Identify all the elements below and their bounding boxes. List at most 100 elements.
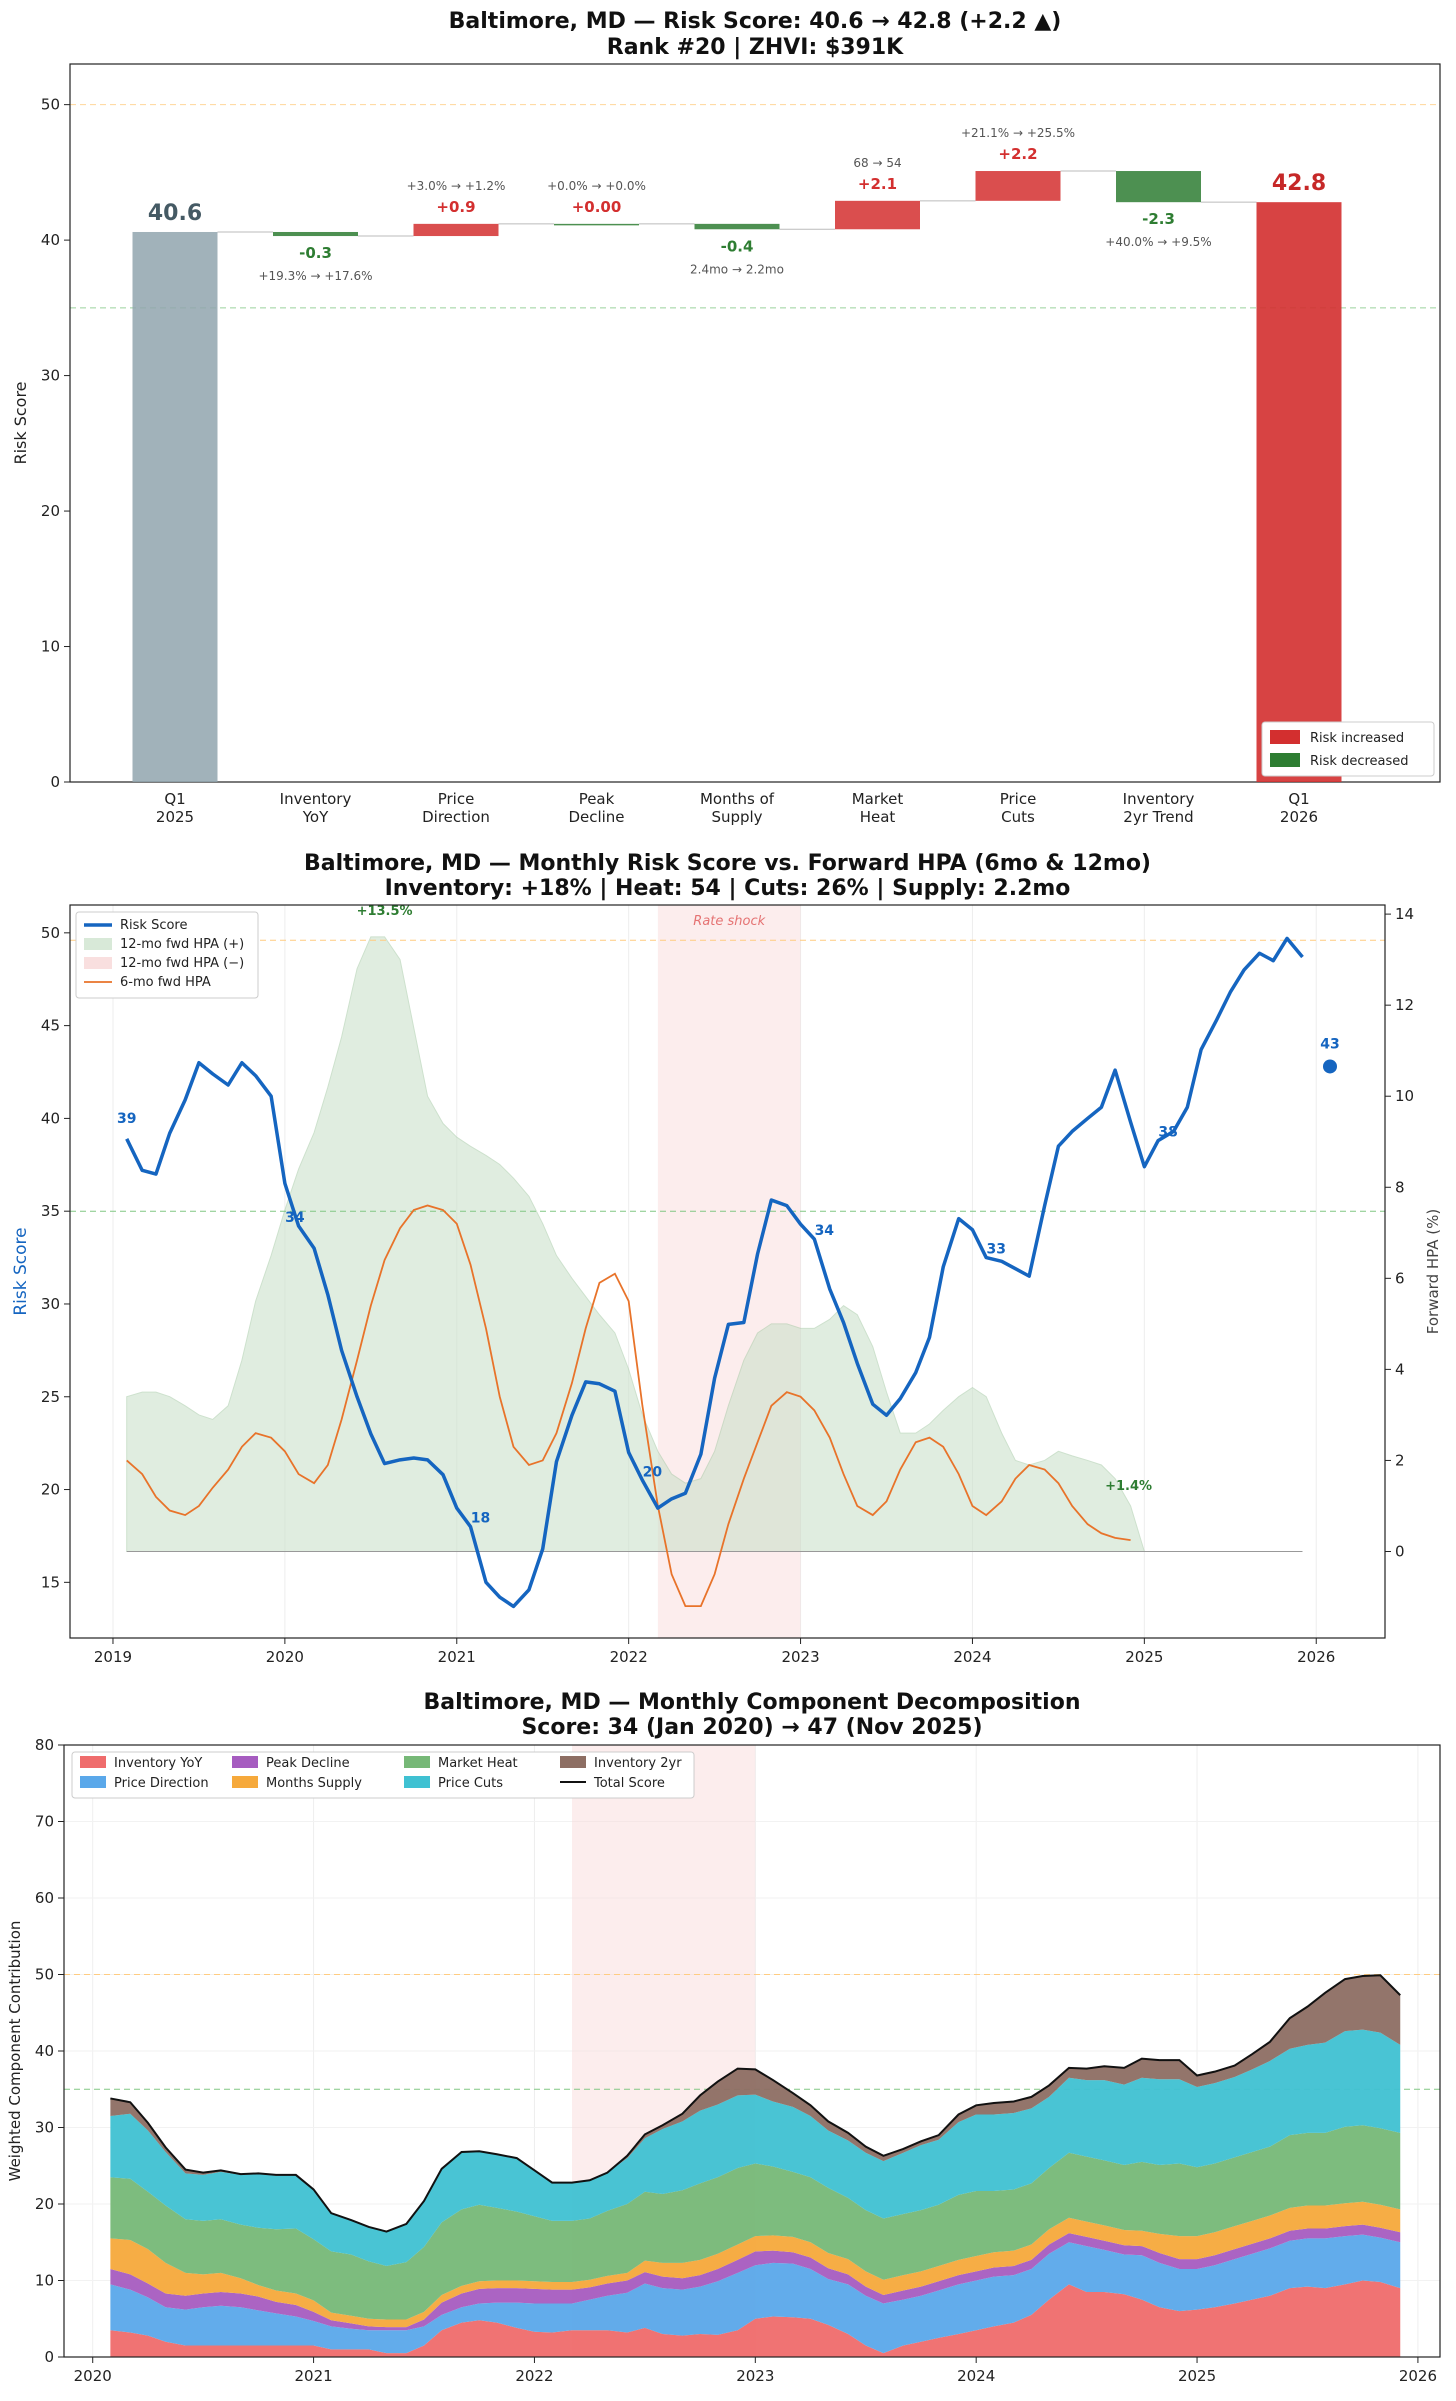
legend-box [1261,721,1435,777]
x-tick-label: 2020 [266,1648,304,1666]
legend: Inventory YoY Price Direction Peak Decline… [71,1751,695,1799]
legend-label: 6-mo fwd HPA [120,975,211,990]
legend-label: 12-mo fwd HPA (−) [120,956,244,971]
x-tick-label: Months of [700,790,775,808]
legend-swatch [404,1756,430,1768]
legend-swatch-hpa12-neg [84,957,112,969]
waterfall-bar [975,171,1061,201]
component-area-price-direction [110,2234,1401,2354]
legend-label: 12-mo fwd HPA (+) [120,937,244,952]
component-area-months-supply [110,2201,1401,2328]
y2-tick-label: 2 [1395,1451,1405,1469]
x-tick-label: 2023 [736,2367,774,2385]
y-tick-label: 30 [35,2119,54,2137]
y-tick-label: 35 [41,1202,60,1220]
x-tick-label: 2yr Trend [1123,808,1193,826]
y2-tick-label: 4 [1395,1360,1405,1378]
bar-delta-label: -2.3 [1142,210,1175,228]
x-tick-label: Inventory [280,790,352,808]
component-area-market-heat [110,2125,1401,2320]
legend-label: Market Heat [438,1756,518,1771]
legend-swatch [80,1756,106,1768]
rate-shock-label: Rate shock [693,914,765,929]
risk-score-label: 34 [285,1210,305,1226]
legend-label: Inventory YoY [114,1756,202,1771]
legend-label: Price Cuts [438,1776,503,1791]
waterfall-bar [273,231,358,237]
waterfall-chart: Baltimore, MD — Risk Score: 40.6 → 42.8 … [11,9,1441,826]
x-tick-label: 2025 [1125,1648,1163,1666]
legend-label: Risk decreased [1310,754,1409,769]
y-tick-label: 40 [35,2042,54,2060]
y-tick-label: 50 [41,924,60,942]
y2-axis-label: Forward HPA (%) [1424,1209,1442,1334]
y2-tick-label: 8 [1395,1178,1405,1196]
waterfall-bar [1256,202,1342,782]
legend-label: Risk increased [1310,731,1404,746]
waterfall-bar [835,200,920,230]
legend-swatch [232,1776,258,1788]
y-tick-label: 30 [41,1295,60,1313]
bar-detail-label: +3.0% → +1.2% [407,179,506,193]
waterfall-bar [554,223,639,226]
legend-label: Peak Decline [266,1756,350,1771]
legend-label: Total Score [593,1776,665,1791]
hpa-end-label: +1.4% [1105,1479,1152,1494]
y-tick-label: 20 [41,502,60,520]
latest-score-dot [1322,1059,1337,1074]
y-tick-label: 40 [41,231,60,249]
y-tick-label: 10 [35,2272,54,2290]
x-tick-label: 2022 [515,2367,553,2385]
x-tick-label: Peak [579,790,615,808]
y-axis-label: Risk Score [11,381,30,464]
x-tick-label: 2026 [1297,1648,1335,1666]
legend-box [75,911,259,999]
risk-score-label: 18 [471,1511,490,1527]
hpa-12mo-area [126,936,1146,1552]
y-tick-label: 45 [41,1017,60,1035]
legend-swatch [560,1756,586,1768]
y2-tick-label: 14 [1395,905,1414,923]
y2-tick-label: 12 [1395,996,1414,1014]
bar-detail-label: +40.0% → +9.5% [1105,235,1211,249]
x-tick-label: 2025 [156,808,194,826]
y2-tick-label: 0 [1395,1542,1405,1560]
y2-tick-label: 6 [1395,1269,1405,1287]
component-area-inventory-yoy [110,2280,1401,2357]
component-decomposition-chart: Baltimore, MD — Monthly Component Decomp… [6,1690,1441,2385]
chart-subtitle: Score: 34 (Jan 2020) → 47 (Nov 2025) [521,1715,982,1740]
x-tick-label: Inventory [1123,790,1195,808]
bar-detail-label: 68 → 54 [853,156,901,170]
x-tick-label: Heat [860,808,896,826]
x-tick-label: 2024 [957,2367,995,2385]
chart-title: Baltimore, MD — Monthly Risk Score vs. F… [304,851,1151,876]
y-tick-label: 0 [44,2348,54,2366]
x-tick-label: Cuts [1001,808,1035,826]
legend-swatch [80,1776,106,1788]
x-tick-label: 2025 [1178,2367,1216,2385]
risk-score-label: 33 [986,1242,1005,1258]
x-tick-label: Price [438,790,475,808]
legend-label: Risk Score [120,918,188,933]
y-tick-label: 20 [35,2195,54,2213]
x-tick-label: 2026 [1280,808,1318,826]
bar-detail-label: +0.0% → +0.0% [547,179,646,193]
risk-vs-hpa-chart: Baltimore, MD — Monthly Risk Score vs. F… [11,851,1442,1666]
chart-title: Baltimore, MD — Monthly Component Decomp… [424,1690,1081,1715]
latest-score-label: 43 [1320,1036,1339,1052]
x-tick-label: Q1 [164,790,185,808]
bar-delta-label: +0.9 [436,198,475,216]
bar-value-label: 42.8 [1272,171,1326,196]
plot-frame [69,904,1386,1639]
hpa-6mo-line [126,1204,1131,1608]
legend: Risk increased Risk decreased [1261,721,1435,777]
legend-label: Months Supply [266,1776,362,1791]
y2-tick-label: 10 [1395,1087,1414,1105]
bar-delta-label: +2.1 [858,175,897,193]
x-tick-label: Q1 [1288,790,1309,808]
y-tick-label: 20 [41,1481,60,1499]
total-score-line [110,1974,1401,2233]
legend-swatch-hpa12-pos [84,938,112,950]
bar-detail-label: +19.3% → +17.6% [258,269,372,283]
bar-value-label: 40.6 [148,201,202,226]
